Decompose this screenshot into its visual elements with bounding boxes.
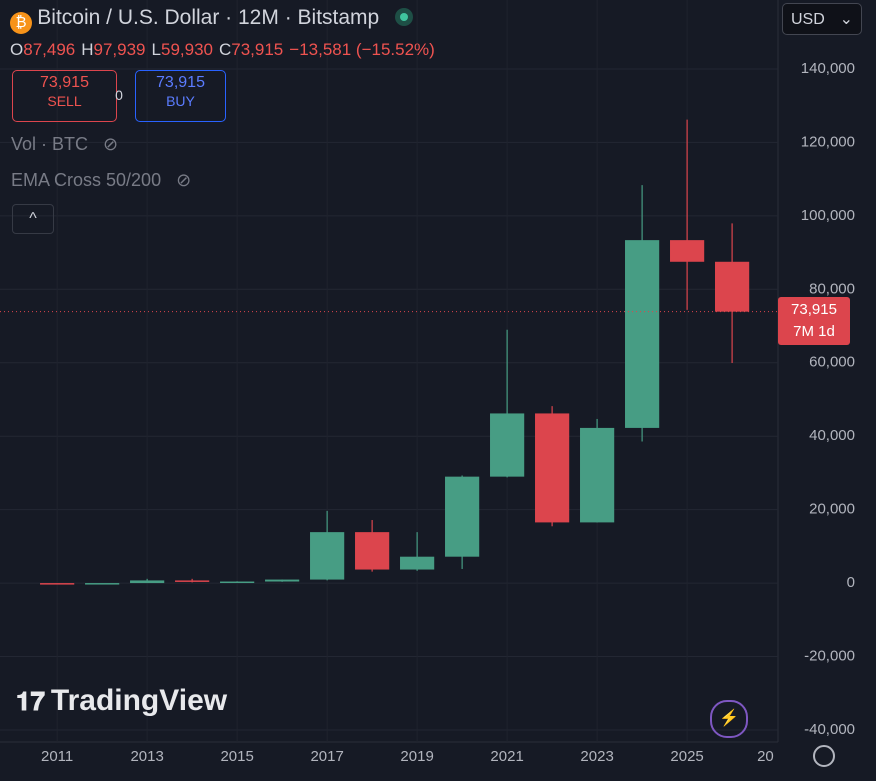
- indicator-name: EMA Cross 50/200: [11, 170, 162, 190]
- ohlc-value: 59,930: [160, 40, 213, 59]
- x-tick-label: 2019: [400, 748, 433, 765]
- change: −13,581 (−15.52%): [289, 40, 435, 59]
- y-tick-label: 80,000: [809, 280, 855, 297]
- ohlc-value: 87,496: [23, 40, 76, 59]
- ohlc-key: O: [10, 40, 24, 59]
- symbol-title: Bitcoin / U.S. Dollar · 12M · Bitstamp: [37, 6, 380, 29]
- candle-body: [130, 580, 165, 584]
- y-tick-label: 100,000: [801, 207, 855, 224]
- ohlc-key: C: [218, 40, 232, 59]
- sell-label: SELL: [47, 93, 82, 109]
- candle-body: [220, 581, 255, 584]
- y-tick-label: 120,000: [801, 133, 855, 150]
- settings-icon[interactable]: [813, 745, 835, 767]
- assistant-icon[interactable]: ⚡: [710, 700, 748, 738]
- y-tick-label: 40,000: [809, 427, 855, 444]
- btc-icon: ₿: [10, 12, 32, 34]
- x-tick-label: 2017: [310, 748, 343, 765]
- y-tick-label: 60,000: [809, 354, 855, 371]
- collapse-button[interactable]: ^: [12, 204, 54, 234]
- ohlc-key: L: [151, 40, 161, 59]
- candle-body: [175, 580, 210, 582]
- countdown: 7M 1d: [793, 323, 835, 340]
- candle-body: [265, 579, 300, 582]
- candle-body: [85, 583, 120, 585]
- indicator-name: Vol · BTC: [11, 134, 89, 154]
- logo: 𝟏𝟕 TradingView: [16, 684, 228, 717]
- candle-body: [715, 261, 750, 312]
- buy-price: 73,915: [156, 74, 205, 91]
- x-tick-label: 2015: [220, 748, 253, 765]
- candle-body: [670, 240, 705, 262]
- x-tick-label: 20: [757, 748, 774, 765]
- title-row: ₿ Bitcoin / U.S. Dollar · 12M · Bitstamp: [10, 6, 413, 34]
- ohlc-key: H: [81, 40, 94, 59]
- indicator[interactable]: EMA Cross 50/200 ⊘: [11, 170, 191, 191]
- candle-body: [535, 413, 570, 523]
- x-tick-label: 2013: [130, 748, 163, 765]
- x-tick-label: 2011: [41, 748, 73, 765]
- buy-button[interactable]: 73,915 BUY: [135, 70, 226, 122]
- x-tick-label: 2023: [580, 748, 613, 765]
- candle-body: [400, 556, 435, 570]
- logo-text: TradingView: [50, 684, 228, 717]
- indicator[interactable]: Vol · BTC ⊘: [11, 134, 118, 155]
- price-axis: [778, 0, 876, 781]
- currency: USD: [791, 11, 825, 28]
- ohlc-value: 97,939: [93, 40, 146, 59]
- price-label: 73,915 7M 1d: [778, 297, 850, 345]
- y-tick-label: -40,000: [804, 721, 855, 738]
- x-tick-label: 2025: [670, 748, 703, 765]
- candle-body: [310, 532, 345, 580]
- y-tick-label: 20,000: [809, 501, 855, 518]
- spread: 0: [115, 87, 123, 103]
- y-tick-label: 140,000: [801, 60, 855, 77]
- currency-button[interactable]: USD ⌄: [782, 3, 862, 35]
- hidden-icon: ⊘: [103, 134, 119, 154]
- candle-body: [580, 427, 615, 523]
- sell-button[interactable]: 73,915 SELL: [12, 70, 117, 122]
- ohlc-value: 73,915: [231, 40, 284, 59]
- candle-body: [40, 583, 75, 585]
- status-dot: [394, 8, 413, 26]
- hidden-icon: ⊘: [176, 170, 192, 190]
- ohlc-row: O87,496 H97,939 L59,930 C73,915 −13,581 (−15…: [10, 40, 435, 60]
- sell-price: 73,915: [40, 74, 89, 91]
- candle-body: [445, 476, 480, 557]
- candle-body: [625, 240, 660, 428]
- x-tick-label: 2021: [490, 748, 523, 765]
- last-price: 73,915: [791, 301, 837, 318]
- y-tick-label: 0: [847, 574, 855, 591]
- candle-body: [490, 413, 525, 477]
- buy-label: BUY: [166, 93, 195, 109]
- y-tick-label: -20,000: [804, 648, 855, 665]
- candle-body: [355, 532, 390, 570]
